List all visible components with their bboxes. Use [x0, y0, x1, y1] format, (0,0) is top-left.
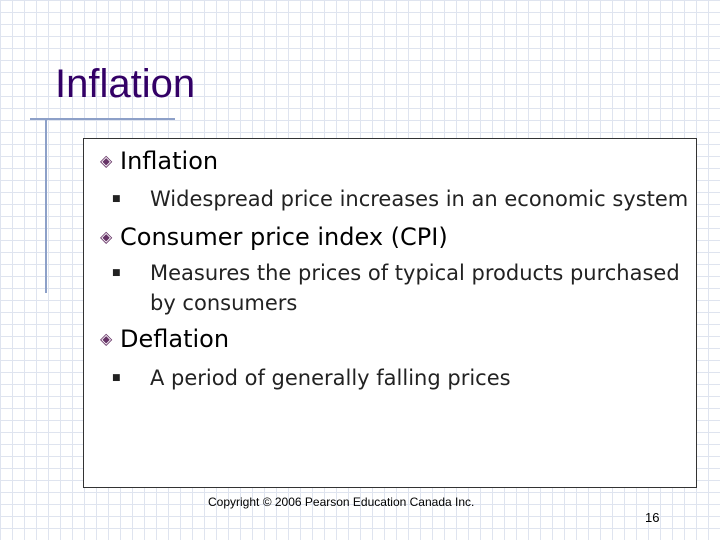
heading: Consumer price index (CPI)	[100, 223, 448, 251]
decor-line	[30, 118, 175, 120]
bullet: Widespread price increases in an economi…	[112, 184, 690, 214]
bullet: A period of generally falling prices	[112, 363, 690, 393]
bullet: Measures the prices of typical products …	[112, 258, 690, 318]
footer: Copyright © 2006 Pearson Education Canad…	[208, 495, 475, 509]
slide-title: Inflation	[55, 62, 196, 106]
content-box: Inflation Widespread price increases in …	[83, 138, 697, 488]
heading: Inflation	[100, 147, 218, 175]
heading: Deflation	[100, 325, 229, 353]
decor-line	[45, 118, 47, 293]
page-number: 16	[645, 510, 660, 525]
